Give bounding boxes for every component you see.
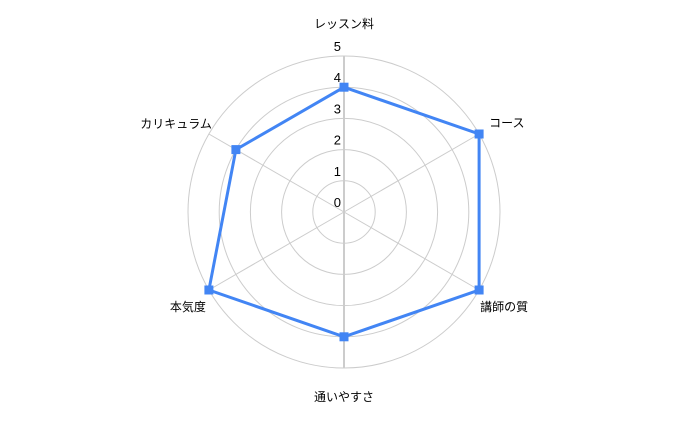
category-label: カリキュラム [140, 117, 212, 131]
r-tick-label: 5 [334, 39, 341, 54]
r-tick-label: 4 [334, 70, 341, 85]
r-tick-label: 3 [334, 101, 341, 116]
category-label: コース [489, 116, 524, 130]
category-label: 講師の質 [480, 299, 528, 314]
axis-spoke [208, 211, 345, 291]
r-tick-label: 1 [334, 164, 341, 179]
category-label: 本気度 [170, 299, 206, 314]
axis-spoke [208, 133, 345, 213]
data-point [474, 285, 484, 295]
data-point [231, 145, 241, 155]
axis-spoke [343, 211, 480, 291]
axis-spoke [343, 133, 480, 213]
r-tick-label: 2 [334, 133, 341, 148]
data-point [339, 82, 349, 92]
category-label: 通いやすさ [314, 390, 374, 404]
data-point [474, 129, 484, 139]
data-point [204, 285, 214, 295]
category-label: レッスン料 [314, 17, 374, 31]
data-point [339, 332, 349, 342]
r-tick-label: 0 [334, 195, 341, 210]
